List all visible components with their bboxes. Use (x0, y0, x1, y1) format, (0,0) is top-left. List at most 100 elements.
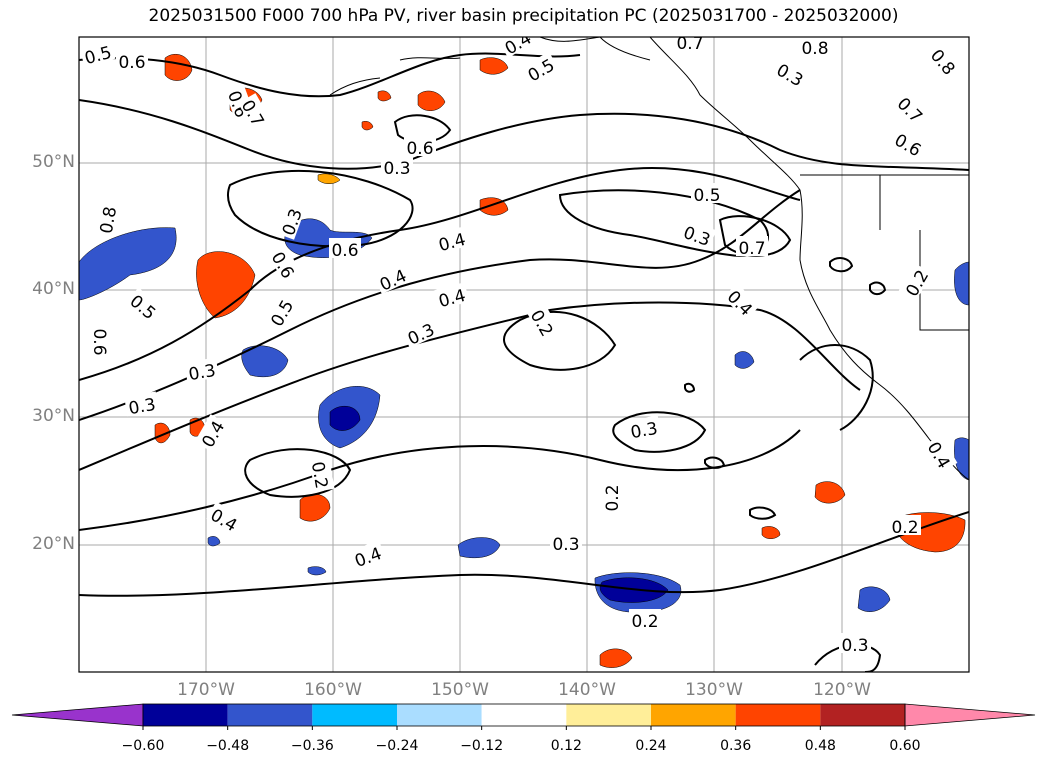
contour-label-bg (550, 532, 582, 552)
contour-label-bg (206, 501, 244, 535)
lon-label-150w: 150°W (431, 680, 489, 700)
contour-label-bg (890, 126, 928, 160)
colorbar-segment (651, 704, 736, 726)
contour-label-bg (926, 42, 963, 80)
contour-label-bg (799, 37, 831, 56)
contour-label-bg (401, 316, 439, 349)
lat-label-20n: 20°N (32, 534, 75, 554)
contour-label-bg (275, 202, 305, 240)
lon-label-120w: 120°W (813, 680, 871, 700)
colorbar-tick-label: 0.60 (889, 738, 921, 754)
contour-label: 0.6 (406, 139, 433, 159)
contour-label: 0.2 (603, 484, 623, 511)
contour-label-bg (691, 183, 723, 203)
contour-label-bg (404, 136, 436, 156)
lon-label-170w: 170°W (177, 680, 235, 700)
colorbar-tick-label: −0.48 (206, 738, 250, 754)
contour-label: 0.8 (97, 205, 121, 235)
colorbar-tick-label: −0.36 (290, 738, 334, 754)
contour-label-bg (381, 156, 413, 176)
contour-label-bg (736, 236, 768, 256)
contour-label-bg (629, 609, 661, 629)
contour-label-bg (723, 283, 760, 320)
contour-label-bg (600, 482, 620, 514)
contour-label-bg (92, 326, 112, 358)
contour-label-bg (527, 303, 561, 341)
contour-label-bg (679, 219, 717, 249)
contour-label-bg (521, 51, 559, 85)
contour-label-bg (626, 415, 662, 441)
precip-shading (79, 54, 969, 668)
contour-label-bg (889, 515, 921, 535)
contour-label: 0.6 (331, 241, 358, 261)
contour-label: 0.3 (383, 159, 410, 179)
contour-label: 0.7 (738, 239, 765, 259)
contour-label-bg (348, 540, 386, 570)
colorbar-segment (227, 704, 313, 726)
colorbar-tick-label: 0.36 (720, 738, 752, 754)
lon-label-140w: 140°W (558, 680, 616, 700)
contour-label: 0.3 (629, 419, 659, 443)
figure-title: 2025031500 F000 700 hPa PV, river basin … (148, 6, 899, 26)
map-panel: 0.5 0.60.4 0.80.70.80.60.5 0.30.70.60.30.60… (78, 34, 970, 673)
contour-label-bg (124, 391, 160, 417)
lat-label-40n: 40°N (32, 279, 75, 299)
pv-contours (79, 52, 969, 672)
contour-label: 0.3 (127, 395, 157, 419)
contour-label-bg (924, 435, 958, 473)
contour-label-bg (893, 90, 930, 127)
contour-label-bg (194, 414, 228, 452)
contour-label: 0.7 (676, 34, 703, 54)
contour-label: 0.3 (187, 361, 217, 385)
lat-label-30n: 30°N (32, 406, 75, 426)
colorbar-frame (142, 703, 906, 727)
contour-label-bg (498, 37, 536, 58)
coastline (329, 37, 969, 481)
contour-label-bg (433, 226, 470, 254)
colorbar-tick-label: 0.12 (550, 738, 582, 754)
contour-label-bg (309, 457, 335, 493)
contour-label-bg (268, 245, 302, 283)
colorbar-tick-label: −0.12 (460, 738, 504, 754)
contour-label: 0.3 (841, 636, 868, 656)
contour-label-bg (674, 37, 706, 51)
contour-label: 0.3 (552, 535, 579, 555)
contour-label-bg (238, 93, 272, 131)
contour-label-bg (79, 39, 116, 67)
contour-label-bg (329, 238, 361, 258)
contour-label-bg (93, 202, 119, 238)
contour-labels: 0.5 0.60.4 0.80.70.80.60.5 0.30.70.60.30.60… (79, 34, 963, 656)
contour-label: 0.8 (801, 39, 828, 59)
contour-label: 0.5 (693, 186, 720, 206)
colorbar-tick-label: 0.48 (804, 738, 836, 754)
colorbar-segment (735, 704, 821, 726)
lat-label-50n: 50°N (32, 152, 75, 172)
map-frame (78, 36, 970, 673)
contour-label: 0.6 (118, 53, 145, 73)
colorbar-tick-label: −0.24 (375, 738, 419, 754)
colorbar-segment (397, 704, 482, 726)
contour-label-bg (898, 263, 932, 301)
colorbar-segment (481, 704, 567, 726)
gridlines (79, 37, 969, 672)
lon-label-130w: 130°W (685, 680, 743, 700)
colorbar-segment (566, 704, 651, 726)
colorbar-tick-label: 0.24 (635, 738, 667, 754)
contour-label-bg (433, 282, 470, 310)
contour-label-bg (116, 50, 148, 70)
contour-label-bg (772, 56, 810, 90)
contour-label-bg (184, 357, 220, 383)
contour-label: 0.2 (631, 612, 658, 632)
contour-label: 0.2 (307, 460, 331, 490)
contour-label-bg (263, 293, 297, 331)
colorbar-extend-min (11, 703, 144, 727)
colorbar-tick-label: −0.60 (121, 738, 165, 754)
contour-label: 0.2 (891, 518, 918, 538)
contour-label-bg (125, 287, 163, 324)
contour-label-bg (373, 262, 411, 295)
colorbar-segment (312, 704, 397, 726)
colorbar-segment (143, 704, 228, 726)
lon-label-160w: 160°W (304, 680, 362, 700)
contour-label-bg (839, 633, 871, 653)
colorbar-extend-max (904, 703, 1036, 727)
